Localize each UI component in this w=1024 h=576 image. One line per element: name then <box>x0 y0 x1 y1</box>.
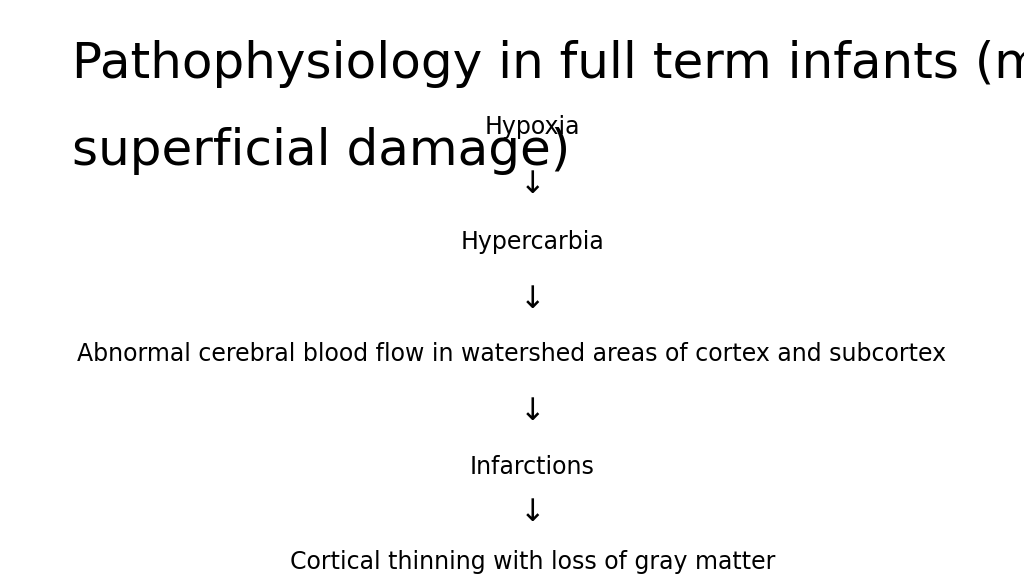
Text: Hypoxia: Hypoxia <box>484 115 581 139</box>
Text: ↓: ↓ <box>520 170 545 199</box>
Text: Pathophysiology in full term infants (more: Pathophysiology in full term infants (mo… <box>72 40 1024 88</box>
Text: superficial damage): superficial damage) <box>72 127 570 175</box>
Text: ↓: ↓ <box>520 397 545 426</box>
Text: Abnormal cerebral blood flow in watershed areas of cortex and subcortex: Abnormal cerebral blood flow in watershe… <box>78 342 946 366</box>
Text: Hypercarbia: Hypercarbia <box>461 230 604 254</box>
Text: ↓: ↓ <box>520 285 545 314</box>
Text: Cortical thinning with loss of gray matter: Cortical thinning with loss of gray matt… <box>290 550 775 574</box>
Text: ↓: ↓ <box>520 498 545 527</box>
Text: Infarctions: Infarctions <box>470 454 595 479</box>
